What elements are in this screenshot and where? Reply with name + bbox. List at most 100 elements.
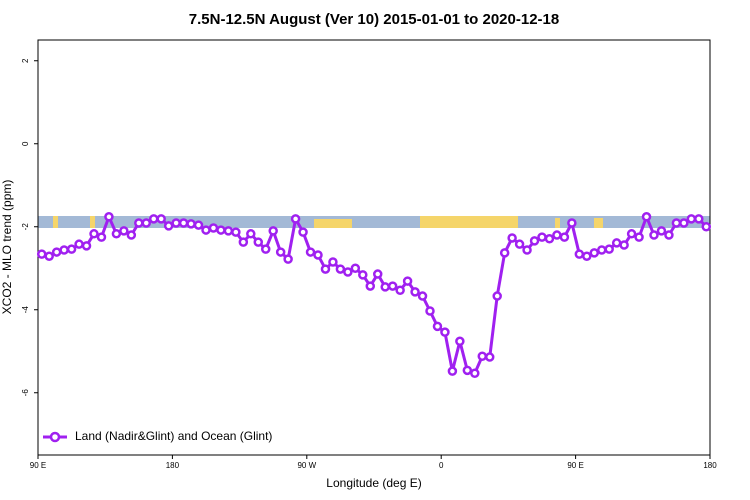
data-point — [186, 219, 196, 229]
data-point — [596, 245, 607, 255]
data-point — [574, 249, 585, 259]
data-point — [246, 229, 256, 239]
data-point — [320, 264, 331, 274]
data-point — [119, 226, 129, 236]
data-point — [343, 267, 353, 277]
data-point — [552, 230, 562, 240]
data-point — [201, 225, 211, 235]
data-point — [216, 225, 226, 235]
x-tick-label: 90 E — [30, 461, 46, 470]
data-point — [350, 263, 361, 273]
data-point — [477, 351, 488, 361]
data-point — [298, 227, 308, 237]
data-point — [260, 244, 271, 254]
data-point — [432, 321, 443, 332]
land-strip — [555, 218, 560, 228]
data-point — [604, 244, 614, 254]
data-point — [582, 251, 592, 261]
data-point — [626, 229, 637, 239]
x-axis-label: Longitude (deg E) — [326, 476, 421, 490]
legend-label: Land (Nadir&Glint) and Ocean (Glint) — [75, 429, 272, 443]
data-point — [81, 241, 92, 251]
y-tick-label: 2 — [21, 58, 30, 63]
x-tick-label: 180 — [166, 461, 180, 470]
chart-title: 7.5N-12.5N August (Ver 10) 2015-01-01 to… — [189, 11, 559, 28]
data-point — [268, 226, 278, 236]
x-tick-label: 180 — [703, 461, 717, 470]
x-tick-label: 90 E — [567, 461, 583, 470]
x-tick-label: 90 W — [297, 461, 316, 470]
data-point — [178, 218, 189, 228]
data-point — [51, 247, 62, 257]
data-point — [522, 245, 532, 255]
data-point — [163, 221, 174, 231]
data-point — [335, 264, 346, 274]
data-point — [492, 291, 502, 301]
map-strip — [38, 216, 710, 228]
data-point — [447, 366, 458, 376]
data-point — [283, 254, 293, 264]
ocean-strip — [38, 216, 710, 228]
data-point — [193, 220, 204, 230]
data-point — [171, 218, 181, 228]
data-point — [656, 226, 667, 236]
data-point — [141, 218, 152, 228]
data-point — [156, 214, 166, 224]
data-point — [104, 212, 114, 222]
data-point — [455, 336, 465, 347]
data-point — [328, 257, 338, 267]
data-point — [701, 222, 712, 232]
data-point — [231, 227, 241, 237]
data-point — [74, 239, 84, 249]
land-strip — [420, 216, 518, 228]
data-point — [372, 269, 383, 279]
data-point — [679, 218, 689, 228]
data-point — [290, 214, 301, 224]
data-point — [358, 270, 368, 280]
data-point — [544, 234, 555, 244]
data-point — [208, 223, 219, 233]
data-point — [440, 327, 450, 337]
data-point — [223, 226, 234, 236]
data-point — [686, 214, 697, 224]
data-point — [126, 230, 137, 240]
data-point — [238, 237, 249, 247]
data-point — [111, 229, 122, 239]
data-point — [59, 245, 69, 255]
land-strip — [594, 218, 603, 228]
data-point — [275, 247, 286, 257]
data-point — [148, 214, 159, 224]
data-point — [417, 291, 428, 301]
data-point — [634, 232, 644, 242]
data-point — [36, 249, 47, 259]
data-point — [402, 276, 413, 286]
data-point — [537, 232, 547, 242]
data-point — [589, 248, 600, 258]
data-point — [671, 218, 682, 228]
data-point — [641, 212, 652, 222]
x-tick-label: 0 — [439, 461, 444, 470]
legend-marker — [49, 431, 61, 443]
data-point — [649, 230, 659, 240]
data-point — [410, 287, 420, 297]
data-point — [313, 250, 323, 260]
data-point — [559, 232, 570, 242]
data-point — [425, 306, 435, 316]
data-point — [484, 352, 495, 362]
plot-frame — [37, 39, 711, 456]
data-point — [514, 239, 525, 249]
data-point — [529, 236, 540, 246]
data-point — [365, 281, 376, 291]
data-point — [66, 244, 77, 254]
y-axis-label: XCO2 - MLO trend (ppm) — [0, 180, 14, 315]
data-point — [470, 368, 480, 378]
data-point — [134, 218, 144, 228]
land-strip — [314, 219, 352, 228]
data-point — [89, 229, 99, 239]
data-point — [380, 282, 390, 292]
y-tick-label: 0 — [21, 141, 30, 146]
land-strip — [90, 216, 95, 228]
y-tick-label: -6 — [21, 389, 30, 397]
